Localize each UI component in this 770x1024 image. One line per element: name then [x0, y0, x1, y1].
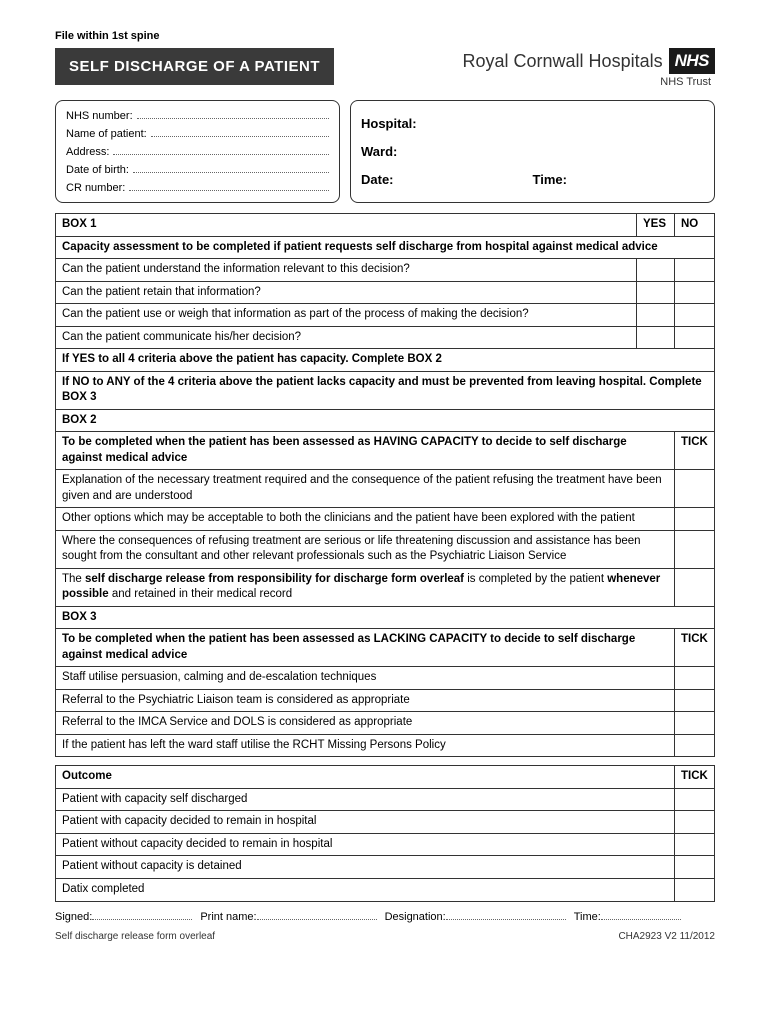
q4-yes[interactable] — [637, 326, 675, 349]
box3-tick-header: TICK — [675, 629, 715, 667]
box2-r4-pre: The — [62, 573, 85, 585]
dob-input[interactable] — [133, 163, 329, 173]
box1-q2: Can the patient retain that information? — [56, 281, 637, 304]
time-label: Time: — [533, 172, 705, 187]
box2-r4-tick[interactable] — [675, 568, 715, 606]
box2-subtitle: To be completed when the patient has bee… — [56, 432, 675, 470]
outcome-r4: Patient without capacity is detained — [56, 856, 675, 879]
nhs-logo: NHS — [669, 48, 715, 74]
file-note: File within 1st spine — [55, 30, 715, 42]
box3-r3-tick[interactable] — [675, 712, 715, 735]
outcome-r3-tick[interactable] — [675, 833, 715, 856]
no-header: NO — [675, 214, 715, 237]
box1-no-note: If NO to ANY of the 4 criteria above the… — [56, 371, 715, 409]
box3-subtitle: To be completed when the patient has bee… — [56, 629, 675, 667]
visit-box: Hospital: Ward: Date: Time: — [350, 100, 715, 203]
box1-subtitle: Capacity assessment to be completed if p… — [56, 236, 715, 259]
patient-box: NHS number: Name of patient: Address: Da… — [55, 100, 340, 203]
dob-label: Date of birth: — [66, 164, 129, 176]
box1-q4: Can the patient communicate his/her deci… — [56, 326, 637, 349]
box2-r2-tick[interactable] — [675, 508, 715, 531]
q4-no[interactable] — [675, 326, 715, 349]
print-input[interactable] — [257, 910, 377, 920]
box2-r4: The self discharge release from responsi… — [56, 568, 675, 606]
box2-r4-end: and retained in their medical record — [109, 588, 292, 600]
cr-label: CR number: — [66, 182, 125, 194]
box2-r1-tick[interactable] — [675, 470, 715, 508]
yes-header: YES — [637, 214, 675, 237]
box3-r1: Staff utilise persuasion, calming and de… — [56, 667, 675, 690]
desig-label: Designation: — [385, 911, 446, 923]
box2-r2: Other options which may be acceptable to… — [56, 508, 675, 531]
nhs-label: NHS number: — [66, 110, 133, 122]
q3-no[interactable] — [675, 304, 715, 327]
hospital-label: Hospital: — [361, 116, 704, 131]
box3-r2-tick[interactable] — [675, 689, 715, 712]
box3-r1-tick[interactable] — [675, 667, 715, 690]
name-label: Name of patient: — [66, 128, 147, 140]
footer: Self discharge release form overleaf CHA… — [55, 931, 715, 942]
org-name: Royal Cornwall Hospitals — [463, 51, 663, 72]
box2-r3-tick[interactable] — [675, 530, 715, 568]
address-input[interactable] — [113, 145, 329, 155]
box3-r3: Referral to the IMCA Service and DOLS is… — [56, 712, 675, 735]
box2-tick-header: TICK — [675, 432, 715, 470]
box2-r4-bold1: self discharge release from responsibili… — [85, 573, 464, 585]
org-block: Royal Cornwall Hospitals NHS NHS Trust — [463, 48, 715, 88]
outcome-r1: Patient with capacity self discharged — [56, 788, 675, 811]
name-input[interactable] — [151, 127, 329, 137]
box2-r4-mid: is completed by the patient — [464, 573, 607, 585]
sign-time-label: Time: — [574, 911, 601, 923]
footer-left: Self discharge release form overleaf — [55, 931, 215, 942]
cr-input[interactable] — [129, 181, 329, 191]
desig-input[interactable] — [446, 910, 566, 920]
outcome-r3: Patient without capacity decided to rema… — [56, 833, 675, 856]
box2-r1: Explanation of the necessary treatment r… — [56, 470, 675, 508]
date-label: Date: — [361, 172, 533, 187]
footer-right: CHA2923 V2 11/2012 — [618, 931, 715, 942]
outcome-heading: Outcome — [56, 766, 675, 789]
box3-r4: If the patient has left the ward staff u… — [56, 734, 675, 757]
box1-yes-note: If YES to all 4 criteria above the patie… — [56, 349, 715, 372]
outcome-r5: Datix completed — [56, 878, 675, 901]
box1-q3: Can the patient use or weigh that inform… — [56, 304, 637, 327]
address-label: Address: — [66, 146, 109, 158]
sign-time-input[interactable] — [601, 910, 681, 920]
outcome-r2-tick[interactable] — [675, 811, 715, 834]
nhs-input[interactable] — [137, 109, 329, 119]
box1-heading: BOX 1 — [56, 214, 637, 237]
box3-heading: BOX 3 — [56, 606, 715, 629]
outcome-r1-tick[interactable] — [675, 788, 715, 811]
box3-r4-tick[interactable] — [675, 734, 715, 757]
print-label: Print name: — [200, 911, 256, 923]
box1-table: BOX 1 YES NO Capacity assessment to be c… — [55, 213, 715, 757]
signed-input[interactable] — [92, 910, 192, 920]
org-sub: NHS Trust — [463, 76, 711, 88]
q3-yes[interactable] — [637, 304, 675, 327]
outcome-tick-header: TICK — [675, 766, 715, 789]
info-section: NHS number: Name of patient: Address: Da… — [55, 100, 715, 203]
box3-r2: Referral to the Psychiatric Liaison team… — [56, 689, 675, 712]
q1-no[interactable] — [675, 259, 715, 282]
outcome-r2: Patient with capacity decided to remain … — [56, 811, 675, 834]
signed-label: Signed: — [55, 911, 92, 923]
ward-label: Ward: — [361, 144, 704, 159]
box2-heading: BOX 2 — [56, 409, 715, 432]
box2-r3: Where the consequences of refusing treat… — [56, 530, 675, 568]
signature-row: Signed: Print name: Designation: Time: — [55, 910, 715, 923]
outcome-r4-tick[interactable] — [675, 856, 715, 879]
q1-yes[interactable] — [637, 259, 675, 282]
q2-yes[interactable] — [637, 281, 675, 304]
q2-no[interactable] — [675, 281, 715, 304]
box1-q1: Can the patient understand the informati… — [56, 259, 637, 282]
header: SELF DISCHARGE OF A PATIENT Royal Cornwa… — [55, 48, 715, 88]
outcome-r5-tick[interactable] — [675, 878, 715, 901]
form-title: SELF DISCHARGE OF A PATIENT — [55, 48, 334, 85]
outcome-table: Outcome TICK Patient with capacity self … — [55, 765, 715, 901]
